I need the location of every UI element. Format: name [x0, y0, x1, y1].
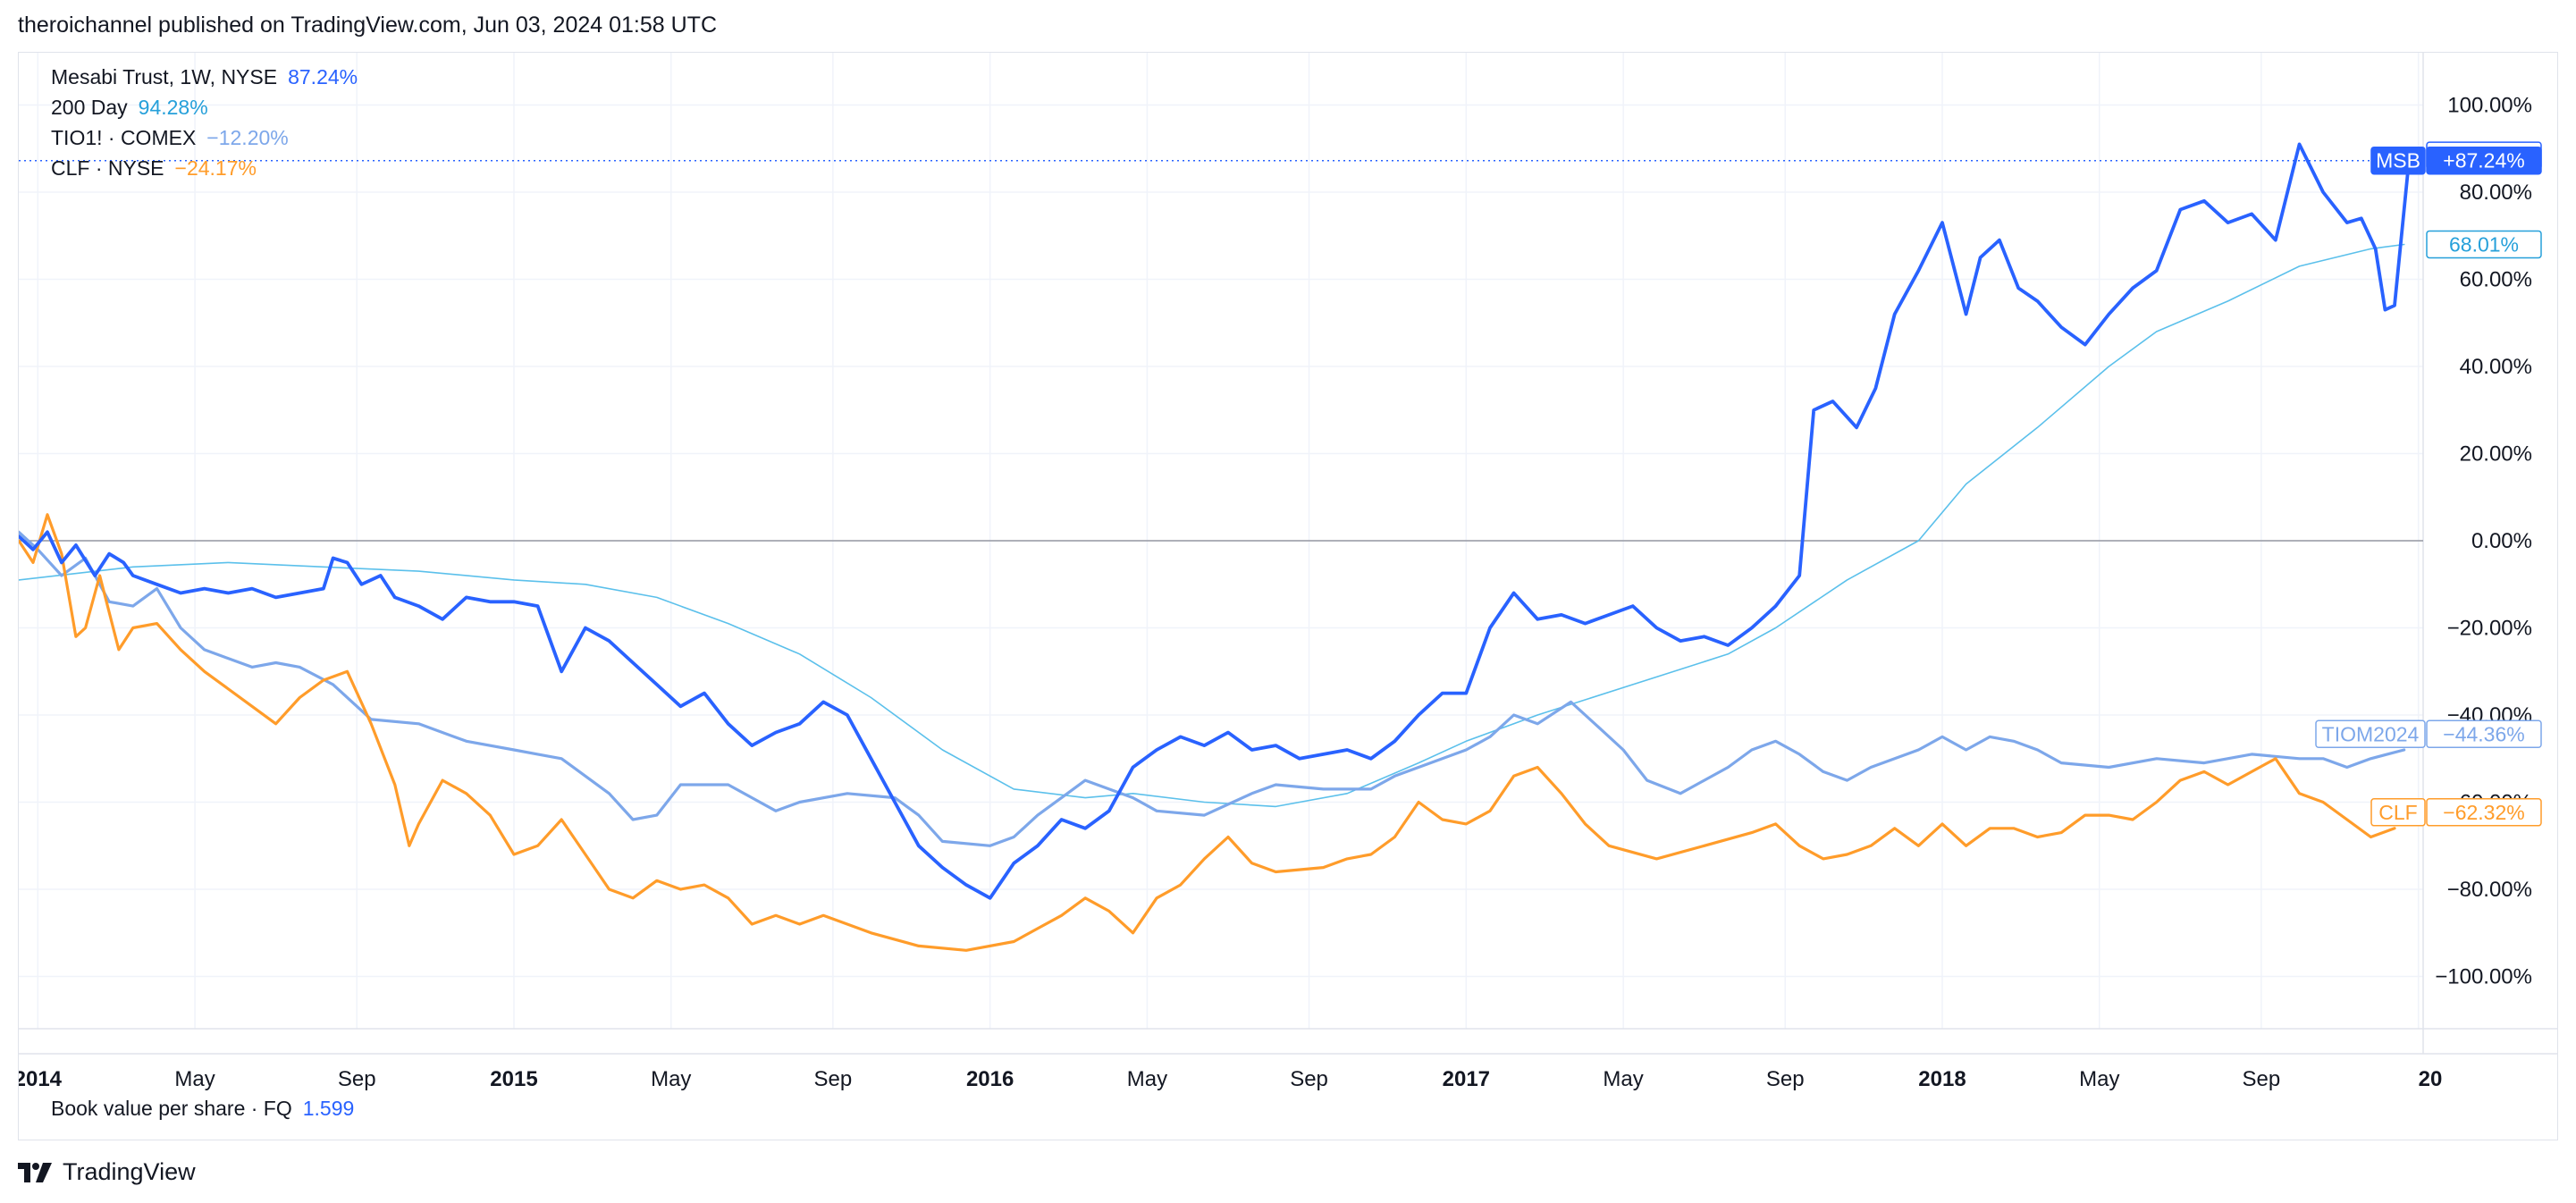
legend-clf[interactable]: CLF · NYSE −24.17%: [51, 156, 257, 181]
y-tick-label-4: 20.00%: [2460, 442, 2532, 467]
y-tick-label-0: 100.00%: [2447, 94, 2532, 118]
legend-clf-label: CLF · NYSE: [51, 156, 164, 180]
legend-tio-label: TIO1! · COMEX: [51, 126, 197, 149]
tradingview-logo-icon: [18, 1162, 52, 1182]
indicator-label: Book value per share · FQ: [51, 1097, 292, 1120]
legend-clf-value: −24.17%: [174, 156, 257, 180]
y-tick-label-2: 60.00%: [2460, 268, 2532, 292]
x-tick-label-7: May: [1127, 1067, 1167, 1091]
price-badge-value-box-3: [2426, 719, 2542, 749]
legend-200day[interactable]: 200 Day 94.28%: [51, 96, 208, 120]
series-line-0: [19, 243, 2405, 808]
price-badge-1: MSB +87.24%: [2370, 146, 2542, 175]
price-badge-3: TIOM2024 −44.36%: [2315, 719, 2542, 749]
legend-tio[interactable]: TIO1! · COMEX −12.20%: [51, 126, 289, 150]
price-badge-value-box-4: [2426, 798, 2542, 827]
tradingview-brand[interactable]: TradingView: [18, 1158, 196, 1186]
y-tick-label-3: 40.00%: [2460, 355, 2532, 379]
x-tick-label-10: May: [1603, 1067, 1643, 1091]
x-tick-label-11: Sep: [1766, 1067, 1805, 1091]
x-tick-label-13: May: [2079, 1067, 2119, 1091]
legend-200day-label: 200 Day: [51, 96, 128, 119]
x-tick-label-1: May: [174, 1067, 215, 1091]
x-tick-label-2: Sep: [338, 1067, 376, 1091]
indicator-legend[interactable]: Book value per share · FQ 1.599: [51, 1097, 354, 1121]
series-line-3: [19, 142, 2411, 900]
y-tick-label-9: −80.00%: [2447, 878, 2532, 902]
x-tick-label-14: Sep: [2243, 1067, 2281, 1091]
price-badge-label-box-1: [2370, 146, 2426, 175]
series-line-1: [19, 530, 2406, 847]
y-tick-label-6: −20.00%: [2447, 617, 2532, 641]
indicator-value: 1.599: [302, 1097, 355, 1120]
price-badge-value-2: 68.01%: [2449, 232, 2519, 256]
price-badge-value-box-1: [2426, 146, 2542, 175]
price-badge-value-4: −62.32%: [2443, 801, 2524, 824]
x-tick-label-12: 2018: [1918, 1067, 1966, 1091]
x-tick-label-4: May: [651, 1067, 691, 1091]
x-tick-label-6: 2016: [966, 1067, 1014, 1091]
price-badge-value-box-2: [2426, 230, 2542, 259]
x-tick-label-8: Sep: [1290, 1067, 1328, 1091]
price-badge-value-3: −44.36%: [2443, 722, 2524, 745]
series-line-2: [19, 513, 2396, 952]
published-by-text: theroichannel published on TradingView.c…: [18, 13, 717, 38]
legend-200day-value: 94.28%: [138, 96, 208, 119]
price-badge-label-box-4: [2370, 798, 2426, 827]
price-badge-label-1: MSB: [2376, 149, 2420, 172]
legend-mesabi-label: Mesabi Trust, 1W, NYSE: [51, 65, 278, 88]
price-chart[interactable]: 100.00% 80.00% 60.00% 40.00% 20.00% 0.00% −20.…: [19, 53, 2557, 1140]
brand-name: TradingView: [63, 1158, 196, 1185]
x-tick-label-15: 20: [2419, 1067, 2443, 1091]
price-badge-label-box-3: [2315, 719, 2426, 749]
price-badge-label-3: TIOM2024: [2322, 722, 2420, 745]
legend-mesabi[interactable]: Mesabi Trust, 1W, NYSE 87.24%: [51, 65, 358, 89]
price-badge-4: CLF −62.32%: [2370, 798, 2542, 827]
legend-mesabi-value: 87.24%: [288, 65, 358, 88]
price-badge-2: 68.01%: [2426, 230, 2542, 259]
x-tick-label-9: 2017: [1443, 1067, 1490, 1091]
chart-frame[interactable]: 100.00% 80.00% 60.00% 40.00% 20.00% 0.00% −20.…: [18, 52, 2558, 1140]
price-badge-value-1: +87.24%: [2443, 149, 2524, 172]
y-tick-label-1: 80.00%: [2460, 181, 2532, 205]
legend-tio-value: −12.20%: [206, 126, 289, 149]
price-badge-label-4: CLF: [2378, 801, 2417, 824]
x-tick-label-3: 2015: [490, 1067, 537, 1091]
x-tick-label-0: 2014: [19, 1067, 63, 1091]
y-tick-label-5: 0.00%: [2471, 529, 2532, 553]
x-tick-label-5: Sep: [814, 1067, 853, 1091]
y-tick-label-10: −100.00%: [2435, 965, 2532, 989]
